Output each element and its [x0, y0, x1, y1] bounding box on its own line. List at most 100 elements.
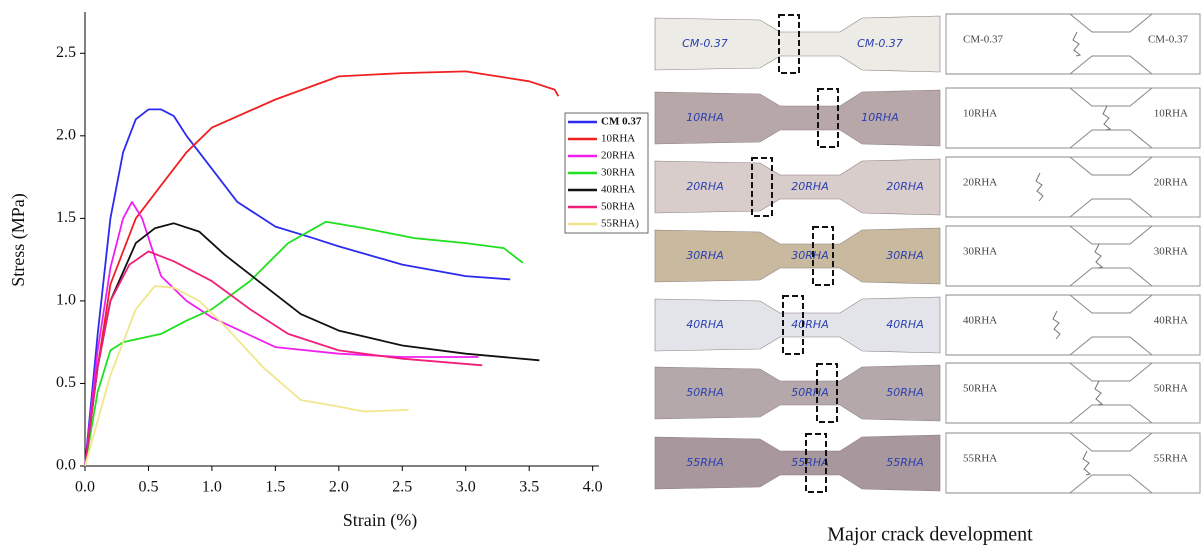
- caption: Major crack development: [827, 524, 1033, 546]
- diagram-frame: [945, 294, 1201, 356]
- crack-box: [812, 226, 834, 286]
- diagram-label-right: 55RHA: [1154, 453, 1188, 465]
- photo-label: 10RHA: [686, 111, 723, 124]
- diagram-frame: [945, 87, 1201, 149]
- diagram-label-left: 20RHA: [963, 177, 997, 189]
- x-tick-label: 1.5: [265, 479, 285, 496]
- diagram-outline: [946, 294, 1153, 356]
- x-tick-label: 2.5: [392, 479, 412, 496]
- data-line: [84, 250, 483, 467]
- crack-box: [778, 14, 800, 74]
- specimen-photo: [654, 364, 941, 422]
- legend-label: 30RHA: [601, 167, 635, 179]
- photo-label: 40RHA: [791, 318, 828, 331]
- diagram-crack: [1102, 105, 1112, 131]
- photo-label: 20RHA: [886, 180, 923, 193]
- diagram-outline: [946, 362, 1153, 424]
- photo-label: 55RHA: [791, 456, 828, 469]
- diagram-crack: [1052, 310, 1061, 340]
- photo-label: 40RHA: [886, 318, 923, 331]
- photo-label: 50RHA: [686, 386, 723, 399]
- photo-label: 20RHA: [791, 180, 828, 193]
- diagram-outline: [946, 156, 1153, 218]
- x-tick-label: 3.0: [456, 479, 476, 496]
- diagram-frame: [945, 362, 1201, 424]
- y-tick-label: 0.5: [56, 374, 76, 391]
- legend-label: CM 0.37: [601, 116, 642, 128]
- diagram-outline: [946, 432, 1153, 494]
- x-tick-label: 0.0: [75, 479, 95, 496]
- diagram-label-left: CM-0.37: [963, 34, 1004, 46]
- x-axis-label: Strain (%): [343, 510, 417, 531]
- diagram-label-right: 50RHA: [1154, 383, 1188, 395]
- y-tick-label: 2.5: [56, 44, 76, 61]
- y-tick-label: 1.5: [56, 209, 76, 226]
- diagram-crack: [1094, 380, 1104, 406]
- diagram-frame: [945, 432, 1201, 494]
- photo-label: 30RHA: [791, 249, 828, 262]
- photo-label: CM-0.37: [682, 37, 728, 50]
- legend-label: 10RHA: [601, 133, 635, 145]
- photo-label: 30RHA: [886, 249, 923, 262]
- legend-label: 40RHA: [601, 184, 635, 196]
- diagram-label-left: 55RHA: [963, 453, 997, 465]
- data-line: [84, 220, 524, 467]
- data-line: [84, 201, 479, 467]
- crack-box: [817, 88, 839, 148]
- y-tick-label: 1.0: [56, 292, 76, 309]
- x-tick-label: 2.0: [329, 479, 349, 496]
- crack-box: [805, 433, 827, 493]
- diagram-label-right: 10RHA: [1154, 108, 1188, 120]
- diagram-label-right: 30RHA: [1154, 246, 1188, 258]
- y-tick-label: 0.0: [56, 457, 76, 474]
- x-tick-label: 4.0: [583, 479, 603, 496]
- photo-label: CM-0.37: [857, 37, 903, 50]
- photo-label: 55RHA: [686, 456, 723, 469]
- photo-label: 20RHA: [686, 180, 723, 193]
- y-axis-label: Stress (MPa): [8, 193, 29, 287]
- diagram-label-left: 10RHA: [963, 108, 997, 120]
- legend-label: 50RHA: [601, 201, 635, 213]
- crack-box: [816, 363, 838, 423]
- specimen-photo: [654, 89, 941, 147]
- diagram-crack: [1072, 31, 1082, 57]
- specimen-photo: [654, 296, 941, 354]
- diagram-outline: [946, 225, 1153, 287]
- crack-box: [782, 295, 804, 355]
- x-tick-label: 3.5: [519, 479, 539, 496]
- diagram-frame: [945, 225, 1201, 287]
- diagram-label-right: 20RHA: [1154, 177, 1188, 189]
- photo-label: 50RHA: [886, 386, 923, 399]
- diagram-label-right: CM-0.37: [1148, 34, 1189, 46]
- diagram-crack: [1035, 172, 1044, 202]
- x-tick-label: 0.5: [138, 479, 158, 496]
- y-tick-label: 2.0: [56, 126, 76, 143]
- photo-label: 55RHA: [886, 456, 923, 469]
- crack-box: [751, 157, 773, 217]
- data-line: [84, 70, 560, 467]
- diagram-frame: [945, 13, 1201, 75]
- legend-label: 20RHA: [601, 150, 635, 162]
- photo-label: 40RHA: [686, 318, 723, 331]
- data-line: [84, 108, 511, 467]
- photo-label: 30RHA: [686, 249, 723, 262]
- data-line: [84, 285, 409, 467]
- x-tick-label: 1.0: [202, 479, 222, 496]
- diagram-crack: [1082, 450, 1092, 476]
- diagram-frame: [945, 156, 1201, 218]
- photo-label: 10RHA: [861, 111, 898, 124]
- specimen-photo: [654, 158, 941, 216]
- specimen-photo: [654, 434, 941, 492]
- diagram-crack: [1094, 243, 1104, 269]
- data-line: [84, 222, 540, 467]
- legend-label: 55RHA): [601, 218, 639, 230]
- diagram-label-left: 30RHA: [963, 246, 997, 258]
- diagram-label-right: 40RHA: [1154, 315, 1188, 327]
- diagram-label-left: 50RHA: [963, 383, 997, 395]
- photo-label: 50RHA: [791, 386, 828, 399]
- diagram-label-left: 40RHA: [963, 315, 997, 327]
- specimen-photo: [654, 227, 941, 285]
- diagram-outline: [946, 13, 1153, 75]
- diagram-outline: [946, 87, 1153, 149]
